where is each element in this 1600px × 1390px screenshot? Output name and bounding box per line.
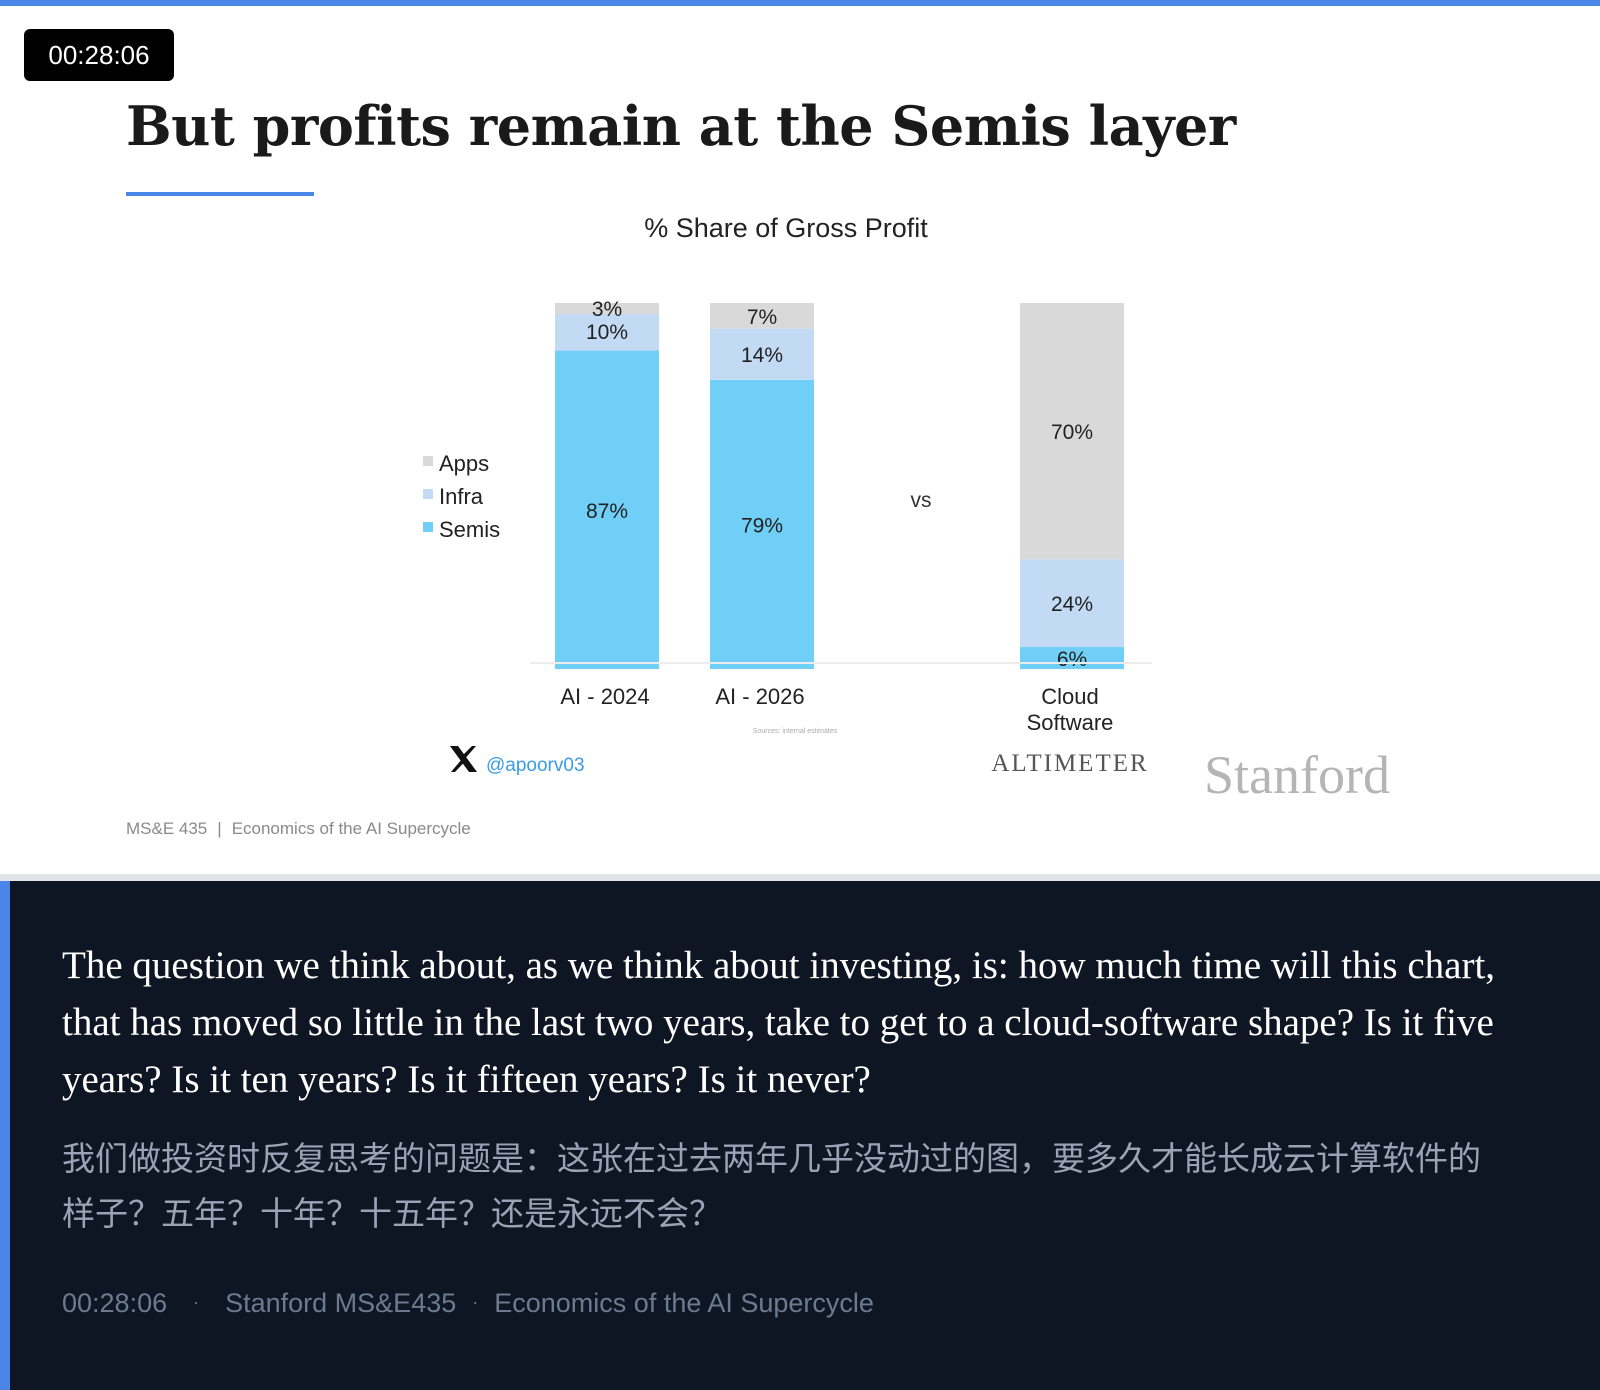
bar-segment-infra-ai-2026: [710, 328, 814, 380]
legend-label-infra: Infra: [439, 484, 484, 509]
category-label-ai-2024: AI - 2024: [560, 684, 649, 709]
data-label-infra-ai-2026: 14%: [741, 344, 783, 367]
timestamp-badge: 00:28:06: [24, 29, 174, 81]
top-accent-bar: [0, 0, 1600, 6]
category-label-cloud-software-1: Software: [1027, 710, 1114, 735]
course-name: Economics of the AI Supercycle: [231, 819, 471, 838]
caption-panel: The question we think about, as we think…: [0, 881, 1600, 1390]
chart-legend: Apps Infra Semis: [423, 451, 500, 542]
data-label-infra-ai-2024: 10%: [586, 321, 628, 344]
data-label-semis-ai-2024: 87%: [586, 500, 628, 523]
bar-segment-infra-cloud-software: [1020, 559, 1124, 648]
caption-english: The question we think about, as we think…: [62, 944, 1496, 1101]
vs-label: vs: [911, 489, 932, 512]
category-label-ai-2026: AI - 2026: [715, 684, 804, 709]
title-underline: [126, 192, 314, 196]
twitter-handle: @apoorv03: [486, 755, 585, 776]
bar-segment-semis-ai-2024: [555, 350, 659, 669]
data-label-apps-ai-2024: 3%: [592, 298, 622, 321]
caption-meta: 00:28:06 · Stanford MS&E435 · Economics of t…: [62, 1288, 874, 1319]
chart-title: % Share of Gross Profit: [644, 213, 928, 243]
category-label-cloud-software-0: Cloud: [1041, 684, 1098, 709]
legend-label-apps: Apps: [439, 451, 489, 476]
bar-segment-apps-cloud-software: [1020, 303, 1124, 560]
slide-title: But profits remain at the Semis layer: [126, 94, 1236, 158]
caption-accent-bar: [0, 881, 10, 1390]
bar-segment-apps-ai-2024: [555, 303, 659, 314]
stacked-bar-chart: % Share of Gross Profit Apps Infra Semis 8…: [423, 213, 1152, 777]
data-label-semis-ai-2026: 79%: [741, 514, 783, 537]
meta-separator: ·: [193, 1292, 200, 1312]
altimeter-logo: ALTIMETER: [991, 750, 1148, 777]
bar-segment-infra-ai-2024: [555, 313, 659, 351]
legend-swatch-semis: [423, 522, 433, 532]
panel-divider: [0, 874, 1600, 881]
meta-timestamp: 00:28:06: [62, 1288, 168, 1318]
meta-course: Stanford MS&E435: [225, 1288, 457, 1318]
legend-swatch-infra: [423, 489, 433, 499]
footer-separator: |: [217, 819, 222, 838]
legend-swatch-apps: [423, 456, 433, 466]
caption-chinese: 我们做投资时反复思考的问题是：这张在过去两年几乎没动过的图，要多久才能长成云计算…: [62, 1139, 1481, 1233]
source-note: Sources: internal estimates: [753, 728, 838, 735]
meta-separator: ·: [472, 1292, 479, 1312]
bar-segment-semis-ai-2026: [710, 379, 814, 669]
data-label-apps-cloud-software: 70%: [1051, 421, 1093, 444]
meta-topic: Economics of the AI Supercycle: [494, 1288, 874, 1318]
data-label-semis-cloud-software: 6%: [1057, 648, 1087, 671]
data-label-infra-cloud-software: 24%: [1051, 593, 1093, 616]
data-label-apps-ai-2026: 7%: [747, 306, 777, 329]
course-footer: MS&E 435 | Economics of the AI Supercycle: [126, 819, 471, 839]
course-code: MS&E 435: [126, 819, 208, 838]
bar-segment-apps-ai-2026: [710, 303, 814, 329]
x-logo-icon: [450, 746, 477, 772]
chart-bars: 87% 10%3% AI - 2024 79% 14% 7% AI - 2026 6% 24% 7…: [555, 298, 1124, 735]
stanford-logo: Stanford: [1204, 745, 1390, 805]
legend-label-semis: Semis: [439, 517, 500, 542]
slide: 00:28:06 But profits remain at the Semis…: [0, 6, 1600, 899]
